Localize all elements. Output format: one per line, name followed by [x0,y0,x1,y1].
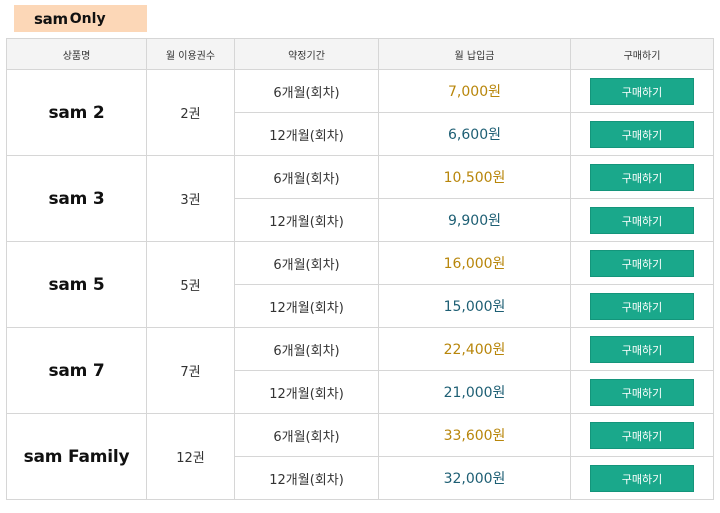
badge-suffix: Only [69,10,106,27]
buy-button[interactable]: 구매하기 [590,464,694,492]
header-buy: 구매하기 [570,38,714,70]
monthly-payment: 16,000원 [378,241,571,285]
buy-cell: 구매하기 [570,198,714,242]
buy-cell: 구매하기 [570,241,714,285]
contract-period: 6개월(회차) [234,413,379,457]
table-row: 12개월(회차) 21,000원 구매하기 [7,370,714,414]
buy-button[interactable]: 구매하기 [590,206,694,234]
buy-button[interactable]: 구매하기 [590,335,694,363]
buy-cell: 구매하기 [570,413,714,457]
monthly-payment: 32,000원 [378,456,571,500]
monthly-payment: 9,900원 [378,198,571,242]
monthly-payment: 21,000원 [378,370,571,414]
buy-button[interactable]: 구매하기 [590,421,694,449]
contract-period: 12개월(회차) [234,198,379,242]
buy-cell: 구매하기 [570,112,714,156]
contract-period: 6개월(회차) [234,241,379,285]
product-name: sam 2 [6,69,147,156]
monthly-payment: 22,400원 [378,327,571,371]
product-name: sam 7 [6,327,147,414]
contract-period: 12개월(회차) [234,456,379,500]
books-per-month: 5권 [146,241,235,328]
header-books: 월 이용권수 [146,38,235,70]
buy-cell: 구매하기 [570,456,714,500]
table-row: 12개월(회차) 15,000원 구매하기 [7,284,714,328]
contract-period: 6개월(회차) [234,327,379,371]
contract-period: 12개월(회차) [234,112,379,156]
table-row: sam 2 2권 6개월(회차) 7,000원 구매하기 [6,69,714,156]
buy-cell: 구매하기 [570,284,714,328]
table-row: sam 7 7권 6개월(회차) 22,400원 구매하기 [6,327,714,414]
buy-button[interactable]: 구매하기 [590,249,694,277]
product-name: sam 5 [6,241,147,328]
buy-cell: 구매하기 [570,69,714,113]
header-product: 상품명 [6,38,147,70]
books-per-month: 7권 [146,327,235,414]
buy-cell: 구매하기 [570,155,714,199]
sam-only-badge: sam Only [14,5,147,32]
monthly-payment: 6,600원 [378,112,571,156]
table-row: sam 5 5권 6개월(회차) 16,000원 구매하기 [6,241,714,328]
table-row: 12개월(회차) 32,000원 구매하기 [7,456,714,500]
header-period: 약정기간 [234,38,379,70]
table-row: 12개월(회차) 9,900원 구매하기 [7,198,714,242]
buy-button[interactable]: 구매하기 [590,292,694,320]
buy-button[interactable]: 구매하기 [590,378,694,406]
books-per-month: 3권 [146,155,235,242]
product-name: sam 3 [6,155,147,242]
buy-cell: 구매하기 [570,327,714,371]
buy-button[interactable]: 구매하기 [590,163,694,191]
table-row: sam 3 3권 6개월(회차) 10,500원 구매하기 [6,155,714,242]
contract-period: 6개월(회차) [234,155,379,199]
table-header-row: 상품명 월 이용권수 약정기간 월 납입금 구매하기 [6,38,714,70]
books-per-month: 12권 [146,413,235,500]
buy-button[interactable]: 구매하기 [590,77,694,105]
monthly-payment: 7,000원 [378,69,571,113]
price-table: 상품명 월 이용권수 약정기간 월 납입금 구매하기 sam 2 2권 6개월(… [6,38,714,500]
badge-brand: sam [34,9,68,28]
monthly-payment: 10,500원 [378,155,571,199]
header-payment: 월 납입금 [378,38,571,70]
table-row: sam Family 12권 6개월(회차) 33,600원 구매하기 [6,413,714,500]
product-name: sam Family [6,413,147,500]
buy-button[interactable]: 구매하기 [590,120,694,148]
monthly-payment: 33,600원 [378,413,571,457]
table-row: 12개월(회차) 6,600원 구매하기 [7,112,714,156]
contract-period: 6개월(회차) [234,69,379,113]
buy-cell: 구매하기 [570,370,714,414]
contract-period: 12개월(회차) [234,284,379,328]
books-per-month: 2권 [146,69,235,156]
monthly-payment: 15,000원 [378,284,571,328]
contract-period: 12개월(회차) [234,370,379,414]
